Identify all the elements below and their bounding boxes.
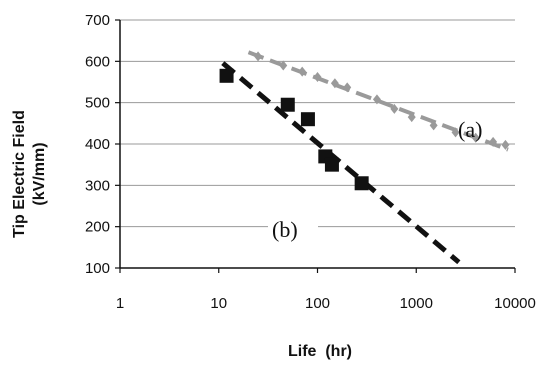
series-a-point-9	[429, 120, 438, 131]
y-axis-title-line2: (kV/mm)	[31, 142, 48, 205]
series-b-label-bg	[268, 214, 318, 244]
series-a-point-11	[471, 132, 480, 143]
series-b-label: (b)	[272, 217, 298, 242]
series-labels: (a) (b)	[268, 117, 482, 244]
series-b-point-2	[300, 112, 315, 127]
x-axis: 1 10 100 1000 10000	[116, 267, 536, 312]
series-a-point-10	[451, 127, 460, 138]
series-a-point-8	[407, 112, 416, 123]
series-b-point-1	[280, 97, 295, 112]
series-a-point-7	[390, 103, 399, 114]
y-tick-label-400: 400	[85, 136, 110, 153]
y-tick-label-100: 100	[85, 260, 110, 277]
series-a-point-12	[489, 136, 498, 147]
series-a-point-6	[372, 94, 381, 105]
y-axis-title: Tip Electric Field (kV/mm)	[11, 110, 48, 238]
series-a-point-5	[343, 82, 352, 93]
y-axis-title-line1: Tip Electric Field	[11, 110, 28, 238]
series-b-point-0	[219, 68, 234, 83]
x-tick-label-100: 100	[305, 295, 330, 312]
y-tick-label-300: 300	[85, 177, 110, 194]
y-axis: 100 200 300 400 500 600 700	[85, 12, 121, 277]
series-a-group	[247, 50, 510, 152]
series-a-point-2	[298, 66, 307, 77]
series-a-point-13	[501, 139, 510, 150]
y-tick-label-700: 700	[85, 12, 110, 29]
series-b-point-4	[324, 157, 339, 172]
x-tick-label-10000: 10000	[494, 295, 536, 312]
y-tick-label-600: 600	[85, 53, 110, 70]
gridlines	[120, 19, 515, 228]
y-tick-label-200: 200	[85, 219, 110, 236]
series-a-point-3	[313, 72, 322, 83]
series-a-point-0	[254, 51, 263, 62]
x-tick-label-10: 10	[210, 295, 227, 312]
y-tick-label-500: 500	[85, 95, 110, 112]
series-b-trendline	[221, 61, 461, 265]
x-tick-label-1: 1	[116, 295, 124, 312]
series-a-point-1	[279, 60, 288, 71]
series-b-group	[219, 61, 461, 265]
x-tick-label-1000: 1000	[400, 295, 433, 312]
series-b-point-5	[354, 176, 369, 191]
series-a-point-4	[330, 78, 339, 89]
x-axis-title: Life (hr)	[288, 343, 352, 360]
series-a-label: (a)	[458, 117, 482, 142]
